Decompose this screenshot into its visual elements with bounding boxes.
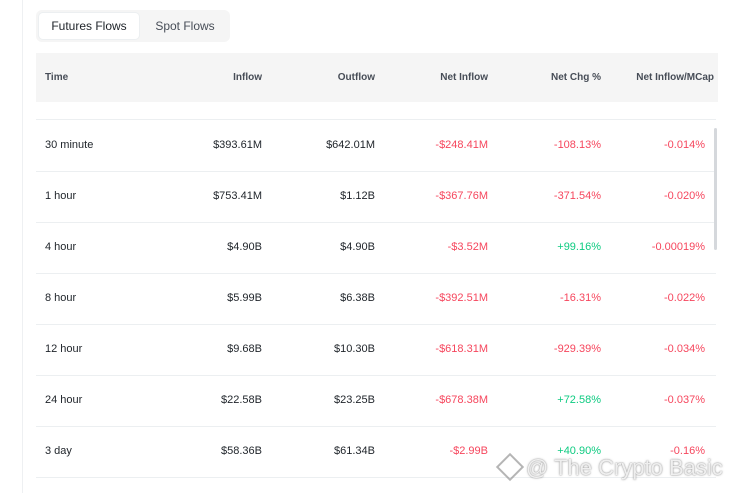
cell-inflow: $4.90B — [227, 241, 262, 253]
cell-inflow: $393.61M — [213, 139, 262, 151]
cell-time: 24 hour — [45, 394, 83, 406]
flow-type-tabs: Futures Flows Spot Flows — [36, 10, 230, 42]
cell-net-inflow: -$678.38M — [435, 394, 488, 406]
content-panel — [22, 0, 756, 493]
header-outflow[interactable]: Outflow — [337, 72, 375, 83]
table-row[interactable]: 1 hour $753.41M $1.12B -$367.76M -371.54% -0.… — [36, 171, 716, 223]
cell-inflow: $9.68B — [227, 343, 262, 355]
cell-net-chg: +40.90% — [557, 445, 601, 457]
cell-inflow: $753.41M — [213, 190, 262, 202]
table-row[interactable]: 4 hour $4.90B $4.90B -$3.52M +99.16% -0.00019… — [36, 222, 716, 274]
cell-time: 3 day — [45, 445, 72, 457]
table-header: Time Inflow Outflow Net Inflow Net Chg %… — [36, 53, 718, 102]
watermark: @ The Crypto Basic — [495, 452, 723, 484]
tab-futures-flows[interactable]: Futures Flows — [39, 13, 139, 39]
cell-outflow: $642.01M — [326, 139, 375, 151]
cell-net-inflow-mcap: -0.037% — [664, 394, 705, 406]
cell-net-inflow: -$3.52M — [447, 241, 488, 253]
cell-net-chg: +72.58% — [557, 394, 601, 406]
cell-net-inflow: -$618.31M — [435, 343, 488, 355]
header-net-inflow[interactable]: Net Inflow — [440, 72, 488, 83]
cell-inflow: $22.58B — [221, 394, 262, 406]
cell-outflow: $1.12B — [340, 190, 375, 202]
cell-time: 12 hour — [45, 343, 83, 355]
cell-inflow: $58.36B — [221, 445, 262, 457]
cell-net-inflow-mcap: -0.022% — [664, 292, 705, 304]
header-divider — [36, 119, 716, 120]
watermark-text: @ The Crypto Basic — [526, 455, 723, 480]
table-row[interactable]: 12 hour $9.68B $10.30B -$618.31M -929.39% -0.… — [36, 324, 716, 376]
table-row[interactable]: 8 hour $5.99B $6.38B -$392.51M -16.31% -0.022… — [36, 273, 716, 325]
table-row[interactable]: 30 minute $393.61M $642.01M -$248.41M -108.1… — [36, 120, 716, 172]
cell-time: 1 hour — [45, 190, 77, 202]
cell-time: 30 minute — [45, 139, 94, 151]
header-net-inflow-mcap[interactable]: Net Inflow/MCap — [636, 72, 714, 83]
table-row[interactable]: 24 hour $22.58B $23.25B -$678.38M +72.58% -0.… — [36, 375, 716, 427]
crypto-basic-logo-icon — [495, 453, 525, 482]
cell-net-chg: -16.31% — [560, 292, 601, 304]
cell-net-inflow: -$2.99B — [449, 445, 488, 457]
table-row[interactable]: 3 day $58.36B $61.34B -$2.99B +40.90% -0.16% — [36, 426, 716, 478]
cell-outflow: $6.38B — [340, 292, 375, 304]
cell-time: 8 hour — [45, 292, 77, 304]
cell-net-inflow-mcap: -0.034% — [664, 343, 705, 355]
cell-outflow: $61.34B — [334, 445, 375, 457]
cell-net-chg: +99.16% — [557, 241, 601, 253]
cell-time: 4 hour — [45, 241, 77, 253]
cell-outflow: $23.25B — [334, 394, 375, 406]
table-scrollbar[interactable] — [714, 128, 717, 250]
tab-spot-flows[interactable]: Spot Flows — [155, 19, 215, 33]
cell-net-inflow: -$367.76M — [435, 190, 488, 202]
cell-net-chg: -371.54% — [553, 190, 601, 202]
cell-net-inflow: -$392.51M — [435, 292, 488, 304]
header-net-chg[interactable]: Net Chg % — [551, 72, 601, 83]
cell-net-inflow-mcap: -0.00019% — [651, 241, 705, 253]
cell-outflow: $4.90B — [340, 241, 375, 253]
header-time[interactable]: Time — [45, 72, 69, 83]
cell-net-inflow-mcap: -0.16% — [670, 445, 705, 457]
cell-net-chg: -108.13% — [553, 139, 601, 151]
cell-inflow: $5.99B — [227, 292, 262, 304]
cell-net-inflow-mcap: -0.014% — [664, 139, 705, 151]
cell-net-inflow-mcap: -0.020% — [664, 190, 705, 202]
header-inflow[interactable]: Inflow — [233, 72, 262, 83]
cell-outflow: $10.30B — [334, 343, 375, 355]
cell-net-chg: -929.39% — [553, 343, 601, 355]
cell-net-inflow: -$248.41M — [435, 139, 488, 151]
